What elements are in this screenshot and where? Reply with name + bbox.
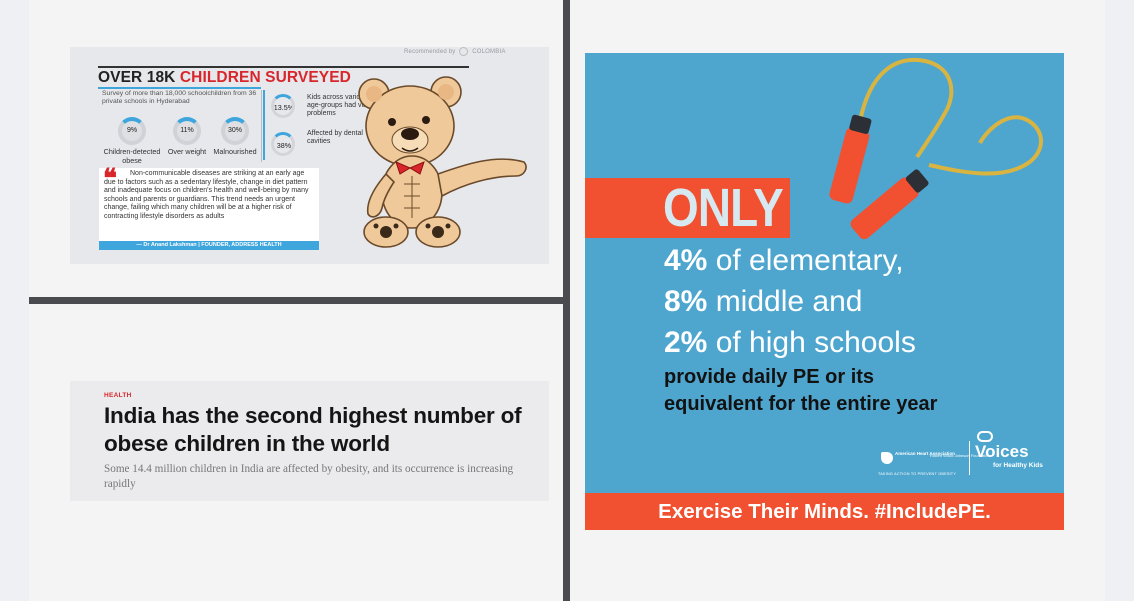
- poster-footer: Exercise Their Minds. #IncludePE.: [585, 493, 1064, 530]
- quote-text: Non-communicable diseases are striking a…: [104, 170, 309, 220]
- vertical-divider[interactable]: [563, 0, 570, 601]
- stat-overweight: 11% Over weight: [165, 117, 209, 157]
- stat-value: 11%: [180, 126, 194, 134]
- donut-chart-icon: 9%: [118, 117, 146, 145]
- donut-chart-icon: 11%: [173, 117, 201, 145]
- stat-text: middle and: [707, 285, 863, 318]
- side-stat-value: 38%: [269, 132, 299, 158]
- jump-rope-icon: [829, 57, 1043, 240]
- donut-chart-icon: 30%: [221, 117, 249, 145]
- article-card[interactable]: HEALTH India has the second highest numb…: [70, 381, 549, 501]
- rwj-logo-text: Robert Wood Johnson Foundation: [930, 453, 991, 458]
- stat-percent: 2%: [664, 326, 708, 359]
- speech-bubble-icon: [977, 431, 993, 442]
- article-title[interactable]: India has the second highest number of o…: [104, 403, 522, 456]
- side-stats: 13.5% Kids across various age-groups had…: [263, 90, 385, 160]
- only-band: [585, 178, 790, 238]
- side-stat-value: 13.5%: [269, 94, 299, 120]
- headline-rule: [98, 66, 469, 68]
- poster-subline-1: provide daily PE or its: [664, 366, 875, 388]
- quote-box: ❝ Non-communicable diseases are striking…: [99, 164, 319, 250]
- stat-label: Children-detected obese: [103, 147, 161, 165]
- stat-line-elementary: 4% of elementary,: [664, 243, 904, 279]
- stat-percent: 8%: [664, 285, 708, 318]
- article-category[interactable]: HEALTH: [104, 392, 132, 399]
- teddy-bear-illustration: [358, 76, 527, 248]
- left-gutter: [0, 0, 29, 601]
- pe-poster-image[interactable]: ONLY 4% of elementary, 8% middle and 2% …: [585, 53, 1064, 530]
- logo-tagline: TAKING ACTION TO PREVENT OBESITY: [878, 472, 957, 476]
- survey-rule: [98, 87, 261, 89]
- side-stat-label: Kids across various age-groups had visio…: [307, 94, 376, 117]
- colombia-logo-icon: [459, 47, 469, 56]
- stat-line-high: 2% of high schools: [664, 325, 916, 361]
- side-stat-label: Affected by dental cavities: [307, 130, 363, 145]
- quote-author: — Dr Anand Lakshman | FOUNDER, ADDRESS H…: [99, 241, 319, 250]
- infographic-image[interactable]: Recommended by COLOMBIA OVER 18K CHILDRE…: [70, 47, 549, 264]
- horizontal-divider[interactable]: [29, 297, 563, 304]
- headline-black: OVER 18K: [98, 69, 180, 86]
- stat-malnourished: 30% Malnourished: [209, 117, 261, 157]
- stat-label: Malnourished: [213, 147, 257, 156]
- infographic-headline: OVER 18K CHILDREN SURVEYED: [98, 69, 351, 87]
- only-text: ONLY: [663, 178, 784, 238]
- stat-obese: 9% Children-detected obese: [99, 117, 165, 165]
- stat-text: of high schools: [707, 326, 916, 359]
- logo-separator: [969, 441, 970, 475]
- survey-box: Survey of more than 18,000 schoolchildre…: [99, 90, 262, 165]
- voices-logo-text: Voices: [975, 442, 1029, 461]
- recommended-brand: COLOMBIA: [472, 49, 506, 56]
- recommended-by: Recommended by COLOMBIA: [404, 47, 506, 56]
- survey-description: Survey of more than 18,000 schoolchildre…: [102, 90, 257, 105]
- poster-subline-2: equivalent for the entire year: [664, 393, 938, 415]
- article-description: Some 14.4 million children in India are …: [104, 463, 514, 490]
- stat-percent: 4%: [664, 244, 708, 277]
- recommended-label: Recommended by: [404, 49, 456, 56]
- right-gutter: [1105, 0, 1134, 601]
- sponsor-logos: American Heart Association Robert Wood J…: [875, 431, 1064, 481]
- stat-label: Over weight: [167, 147, 207, 156]
- voices-logo-subtext: for Healthy Kids: [993, 462, 1043, 469]
- stat-text: of elementary,: [707, 244, 904, 277]
- heart-torch-icon: [881, 452, 893, 464]
- headline-red: CHILDREN SURVEYED: [179, 69, 351, 86]
- quote-icon: ❝: [103, 164, 117, 193]
- stat-value: 30%: [227, 126, 242, 134]
- stat-value: 9%: [126, 126, 138, 134]
- stat-line-middle: 8% middle and: [664, 284, 862, 320]
- aha-logo-text: American Heart Association: [895, 451, 955, 456]
